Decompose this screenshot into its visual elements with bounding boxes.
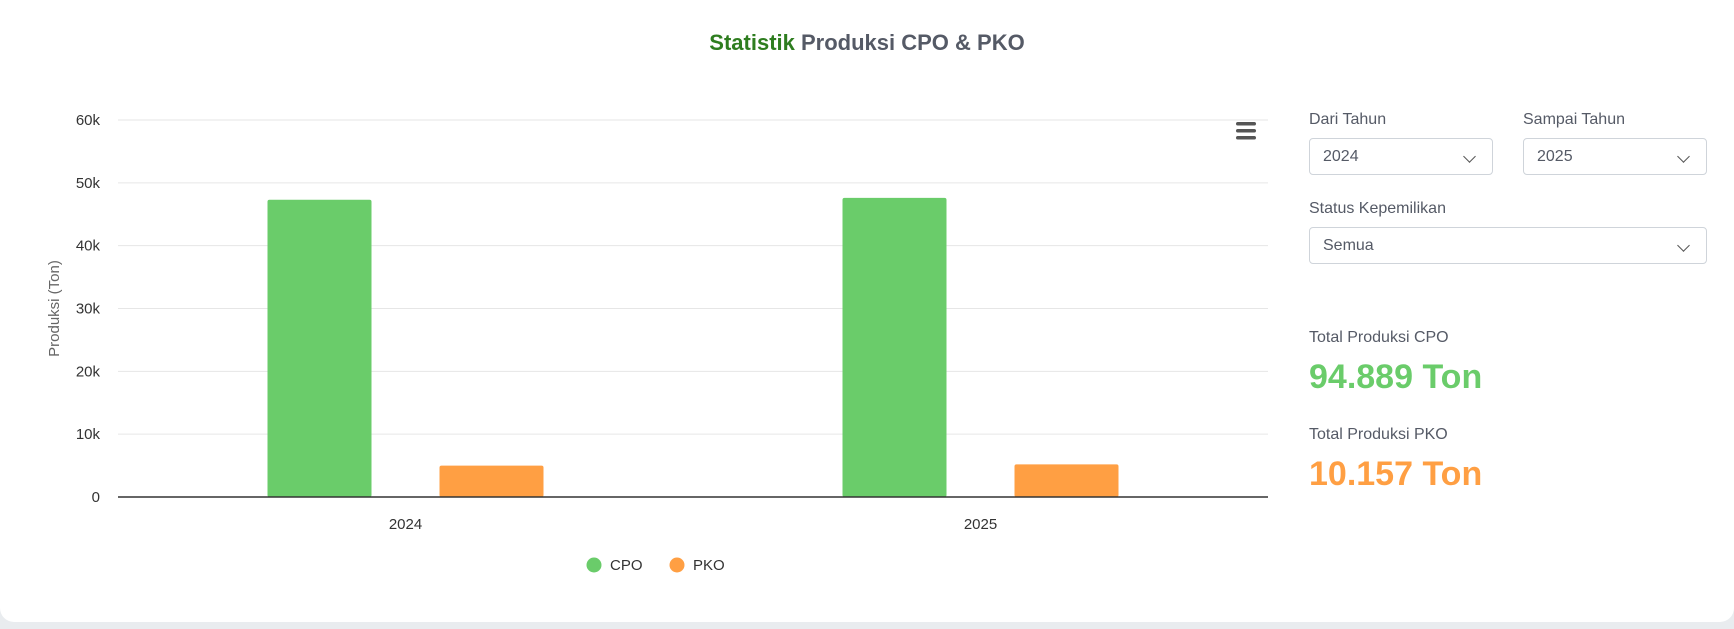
total-cpo-value: 94.889 Ton: [1309, 358, 1483, 396]
title-accent: Statistik: [709, 30, 795, 55]
legend-marker: [586, 557, 602, 573]
ownership-status-select[interactable]: Semua: [1309, 227, 1707, 264]
y-tick-label: 50k: [76, 175, 101, 192]
production-bar-chart: 0 10k 20k 30k 40k 50k 60k Produksi (Ton) 2024 202…: [46, 112, 1268, 574]
to-year-label: Sampai Tahun: [1523, 111, 1625, 128]
chevron-down-icon: [1677, 150, 1690, 163]
y-axis-title: Produksi (Ton): [46, 260, 63, 357]
legend-label: PKO: [693, 557, 725, 574]
from-year-label: Dari Tahun: [1309, 111, 1387, 128]
ownership-status-label: Status Kepemilikan: [1309, 200, 1446, 217]
chevron-down-icon: [1677, 239, 1690, 252]
chart-menu-icon[interactable]: [1236, 122, 1256, 140]
page-title: Statistik Produksi CPO & PKO: [0, 30, 1734, 56]
chevron-down-icon: [1463, 150, 1476, 163]
y-tick-label: 10k: [76, 426, 101, 443]
legend-item-pko[interactable]: PKO: [669, 557, 725, 574]
bar-pko-2024: [439, 465, 544, 497]
total-pko-label: Total Produksi PKO: [1309, 426, 1448, 443]
legend-item-cpo[interactable]: CPO: [586, 557, 643, 574]
y-tick-label: 40k: [76, 238, 101, 255]
bar-pko-2025: [1014, 464, 1119, 497]
y-tick-label: 30k: [76, 301, 101, 318]
y-tick-label: 60k: [76, 112, 101, 129]
ownership-status-value: Semua: [1323, 237, 1374, 254]
from-year-value: 2024: [1323, 148, 1359, 165]
title-rest: Produksi CPO & PKO: [794, 30, 1025, 55]
total-pko-value: 10.157 Ton: [1309, 455, 1483, 493]
bar-cpo-2024: [267, 199, 372, 497]
from-year-select[interactable]: 2024: [1309, 138, 1493, 175]
legend-marker: [669, 557, 685, 573]
to-year-value: 2025: [1537, 148, 1573, 165]
y-tick-label: 0: [92, 489, 100, 506]
to-year-select[interactable]: 2025: [1523, 138, 1707, 175]
x-tick-label: 2025: [964, 516, 997, 533]
bar-cpo-2025: [842, 197, 947, 497]
total-cpo-label: Total Produksi CPO: [1309, 329, 1449, 346]
x-tick-label: 2024: [389, 516, 422, 533]
y-tick-label: 20k: [76, 363, 101, 380]
legend-label: CPO: [610, 557, 643, 574]
